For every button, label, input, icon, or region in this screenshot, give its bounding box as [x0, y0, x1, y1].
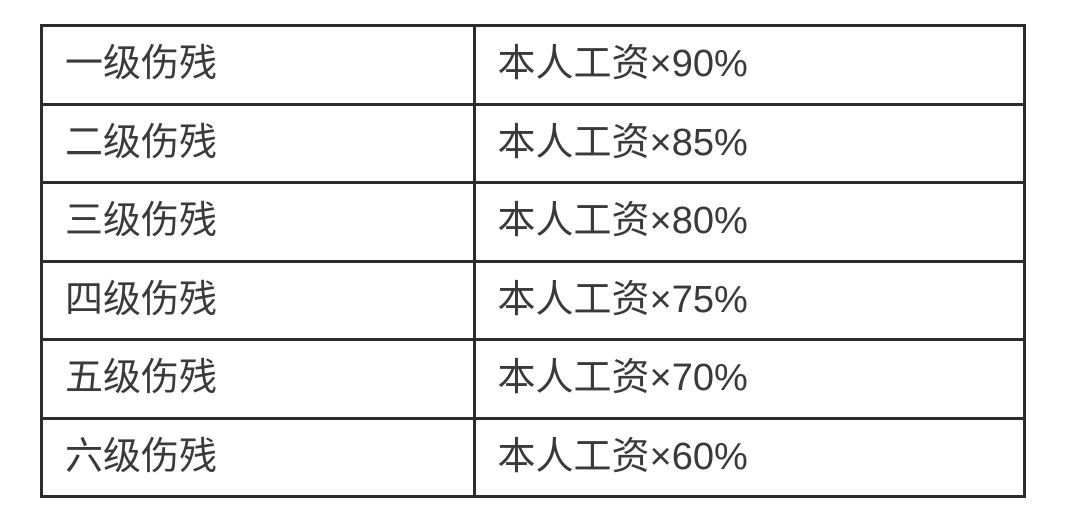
allowance-formula-cell: 本人工资×75% [474, 261, 1024, 340]
allowance-formula-cell: 本人工资×80% [474, 183, 1024, 262]
table-row: 五级伤残 本人工资×70% [42, 340, 1025, 419]
table-row: 三级伤残 本人工资×80% [42, 183, 1025, 262]
table-row: 一级伤残 本人工资×90% [42, 26, 1025, 105]
disability-level-cell: 一级伤残 [42, 26, 475, 105]
table-row: 二级伤残 本人工资×85% [42, 104, 1025, 183]
disability-level-cell: 二级伤残 [42, 104, 475, 183]
page-container: 一级伤残 本人工资×90% 二级伤残 本人工资×85% 三级伤残 本人工资×80… [0, 0, 1066, 522]
allowance-formula-cell: 本人工资×90% [474, 26, 1024, 105]
table-row: 六级伤残 本人工资×60% [42, 418, 1025, 497]
allowance-formula-cell: 本人工资×85% [474, 104, 1024, 183]
disability-level-cell: 五级伤残 [42, 340, 475, 419]
disability-allowance-table: 一级伤残 本人工资×90% 二级伤残 本人工资×85% 三级伤残 本人工资×80… [40, 24, 1026, 498]
table-row: 四级伤残 本人工资×75% [42, 261, 1025, 340]
allowance-formula-cell: 本人工资×60% [474, 418, 1024, 497]
disability-level-cell: 六级伤残 [42, 418, 475, 497]
disability-level-cell: 三级伤残 [42, 183, 475, 262]
disability-level-cell: 四级伤残 [42, 261, 475, 340]
allowance-formula-cell: 本人工资×70% [474, 340, 1024, 419]
